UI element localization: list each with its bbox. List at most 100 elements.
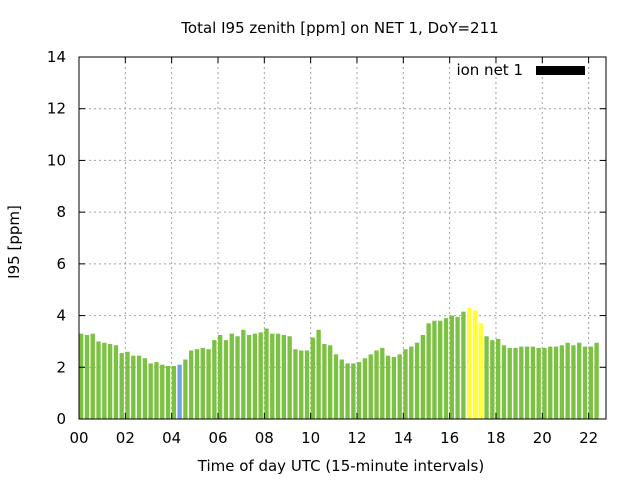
- bar: [403, 349, 408, 419]
- bar: [432, 320, 437, 419]
- bar: [264, 328, 269, 419]
- x-tick-label: 20: [533, 429, 552, 447]
- bar: [235, 336, 240, 419]
- bar: [553, 346, 559, 419]
- bar: [252, 333, 258, 419]
- bar: [362, 358, 368, 419]
- y-tick-label: 2: [56, 358, 66, 376]
- bar: [577, 342, 582, 419]
- bar: [501, 345, 507, 419]
- bar: [293, 349, 298, 419]
- bar: [536, 347, 541, 419]
- bar: [148, 363, 153, 419]
- bar: [223, 340, 229, 419]
- bar: [113, 345, 119, 419]
- bar: [142, 358, 148, 419]
- bar: [275, 333, 281, 419]
- bar: [304, 350, 310, 419]
- bar: [414, 342, 420, 419]
- bar: [299, 350, 304, 419]
- bar: [559, 345, 565, 419]
- bar: [391, 356, 397, 419]
- y-tick-label: 8: [56, 203, 66, 221]
- bar: [490, 340, 495, 419]
- bar: [177, 364, 182, 419]
- x-tick-label: 00: [69, 429, 88, 447]
- x-tick-label: 12: [347, 429, 366, 447]
- bar: [107, 344, 113, 419]
- bar: [125, 351, 130, 419]
- legend-label: ion net 1: [456, 61, 523, 79]
- bar: [380, 347, 385, 419]
- y-tick-label: 12: [47, 100, 66, 118]
- bar: [368, 354, 373, 419]
- bar: [426, 323, 431, 419]
- x-tick-label: 04: [162, 429, 181, 447]
- bar: [472, 310, 478, 419]
- bar: [119, 353, 124, 419]
- bar: [582, 346, 588, 419]
- bar: [258, 332, 263, 419]
- bar: [385, 355, 391, 419]
- bar: [455, 316, 460, 419]
- bar: [339, 359, 344, 419]
- bar: [374, 350, 379, 419]
- x-tick-label: 22: [579, 429, 598, 447]
- bar: [281, 334, 287, 419]
- bar: [165, 365, 171, 419]
- bar: [171, 365, 177, 419]
- bar: [154, 362, 159, 419]
- bar: [409, 346, 414, 419]
- bar: [316, 329, 321, 419]
- plot-frame: [78, 56, 607, 420]
- bar: [131, 355, 136, 419]
- bar: [84, 334, 90, 419]
- bar: [194, 349, 200, 419]
- bar: [345, 363, 350, 419]
- bar: [397, 354, 402, 419]
- y-tick-label: 6: [56, 255, 66, 273]
- bar: [594, 342, 599, 419]
- bar: [588, 346, 593, 419]
- bar: [495, 338, 501, 419]
- x-tick-label: 08: [255, 429, 274, 447]
- bar: [102, 342, 107, 419]
- bar: [524, 346, 530, 419]
- bar: [79, 333, 84, 419]
- y-tick-label: 4: [56, 307, 66, 325]
- y-tick-label: 10: [47, 151, 66, 169]
- bar: [310, 337, 315, 419]
- x-tick-label: 14: [394, 429, 413, 447]
- bar: [548, 346, 553, 419]
- x-tick-label: 10: [301, 429, 320, 447]
- x-tick-label: 02: [116, 429, 135, 447]
- bar: [200, 347, 205, 419]
- x-axis-label: Time of day UTC (15-minute intervals): [197, 457, 484, 475]
- bar: [484, 336, 489, 419]
- bar: [206, 349, 211, 419]
- bar: [443, 318, 449, 419]
- bar-series: [79, 307, 599, 419]
- y-axis-label: I95 [ppm]: [5, 205, 23, 279]
- bar: [287, 336, 292, 419]
- bar: [229, 333, 234, 419]
- bar: [189, 350, 194, 419]
- bar: [530, 346, 536, 419]
- bar: [449, 315, 454, 419]
- x-tick-label: 18: [486, 429, 505, 447]
- bar: [461, 311, 466, 419]
- x-tick-label: 06: [208, 429, 227, 447]
- bar: [542, 347, 547, 419]
- chart-title: Total I95 zenith [ppm] on NET 1, DoY=211: [180, 19, 498, 37]
- bar: [183, 359, 188, 419]
- bar: [438, 320, 443, 419]
- bar: [356, 362, 362, 419]
- bar: [420, 334, 426, 419]
- bar: [246, 334, 252, 419]
- bar: [467, 307, 472, 419]
- bar: [519, 346, 524, 419]
- bar: [565, 342, 570, 419]
- legend-swatch: [536, 66, 585, 75]
